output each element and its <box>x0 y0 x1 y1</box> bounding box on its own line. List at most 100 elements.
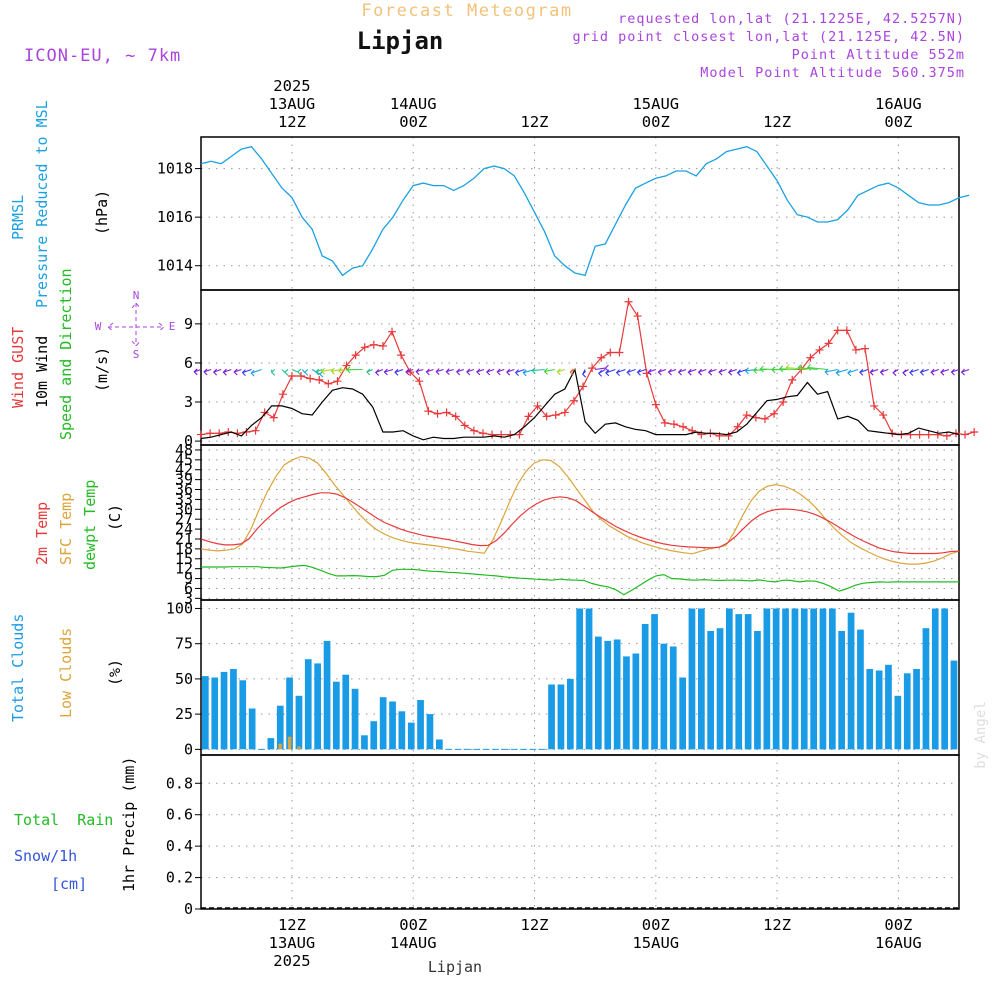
y-tick-label: 45 <box>175 451 193 469</box>
gust-marker <box>942 431 951 440</box>
gust-marker <box>342 361 351 370</box>
low-cloud-bar <box>297 746 301 750</box>
wind-dir-arrow <box>892 369 899 377</box>
wind-dir-arrow <box>687 368 697 376</box>
gust-marker <box>660 418 669 427</box>
wind-dir-arrow <box>859 368 869 376</box>
gust-marker <box>215 429 224 438</box>
wind-dir-arrow <box>203 368 212 376</box>
compass-s: S <box>133 348 140 361</box>
wind-dir-arrow <box>736 368 747 377</box>
gust-marker <box>779 398 788 407</box>
gust-marker <box>297 371 306 380</box>
total-cloud-bar <box>585 608 593 750</box>
gust-marker <box>970 427 979 436</box>
low-cloud-bar <box>278 743 282 750</box>
time-label-bottom: 00Z <box>399 916 427 934</box>
gust-marker <box>397 351 406 360</box>
prmsl-long-label: Pressure Reduced to MSL <box>33 100 51 308</box>
gust-marker <box>560 408 569 417</box>
total-cloud-bar <box>304 659 312 750</box>
total-cloud-bar <box>829 608 836 750</box>
gust-marker <box>351 351 360 360</box>
total-cloud-bar <box>389 701 396 750</box>
y-tick-label: 30 <box>175 500 193 518</box>
wind-dir-arrow <box>405 368 414 376</box>
gust-marker <box>697 430 706 439</box>
total-cloud-bar <box>744 614 752 750</box>
wind-dir-arrow <box>383 368 394 376</box>
total-cloud-bar <box>866 669 874 750</box>
gust-marker <box>406 368 415 377</box>
total-cloud-bar <box>894 695 902 750</box>
gust-marker <box>679 422 688 431</box>
total-cloud-bar <box>782 608 789 750</box>
precip-panel: 0 0.2 0.4 0.6 0.8 <box>166 754 960 918</box>
wind-dir-arrow <box>771 366 788 374</box>
total-cloud-bar <box>595 636 602 750</box>
wind-dir-arrow <box>657 368 667 376</box>
snow-label: Snow/1h <box>14 847 77 865</box>
gust-marker <box>515 430 524 439</box>
gust-line <box>200 300 975 437</box>
time-label-top: 15AUG <box>632 95 679 113</box>
total-cloud-bar <box>688 608 696 750</box>
total-cloud-bar <box>707 631 714 750</box>
gust-marker <box>324 379 333 388</box>
time-label-top: 00Z <box>884 113 912 131</box>
wind-dir-arrow <box>595 364 609 372</box>
y-tick-label: 0.8 <box>166 774 193 792</box>
gust-marker <box>806 353 815 362</box>
total-cloud-bar <box>333 681 340 750</box>
wind-dir-arrow <box>707 368 717 376</box>
gust-label: Wind GUST <box>9 327 27 408</box>
wind-dir-arrow <box>940 368 950 376</box>
y-tick-label: 27 <box>175 510 193 528</box>
chart-title: Forecast Meteogram <box>361 1 572 21</box>
wind-dir-arrow <box>337 367 353 374</box>
wind-dir-arrow <box>605 368 616 377</box>
wind-dir-arrow <box>270 369 276 376</box>
y-tick-label: 12 <box>175 560 193 578</box>
time-label-top: 16AUG <box>875 95 922 113</box>
gust-marker <box>651 400 660 409</box>
wind-dir-arrow <box>455 368 464 376</box>
gust-marker <box>633 312 642 321</box>
pressure-line <box>200 145 970 277</box>
time-label-bottom: 2025 <box>273 952 310 970</box>
gust-marker <box>251 426 260 435</box>
y-tick-label: 36 <box>175 481 193 499</box>
total-cloud-bar <box>641 624 649 750</box>
gust-marker <box>551 411 560 420</box>
y-tick-label: 1014 <box>157 257 193 275</box>
time-label-top: 12Z <box>278 113 306 131</box>
gust-marker <box>433 409 442 418</box>
sfc-label: SFC Temp <box>57 493 75 565</box>
gust-marker <box>870 401 879 410</box>
gust-marker <box>242 427 251 436</box>
wind-dir-arrow <box>212 368 222 376</box>
y-tick-label: 6 <box>184 354 193 372</box>
y-tick-label: 24 <box>175 520 193 538</box>
y-tick-label: 6 <box>184 579 193 597</box>
location-title: Lipjan <box>357 27 444 55</box>
temperature-labels: 2m Temp SFC Temp dewpt Temp (C) <box>33 480 124 570</box>
model-label: ICON-EU, ~ 7km <box>24 46 181 66</box>
gust-marker <box>879 411 888 420</box>
total-cloud-bar <box>202 676 209 750</box>
panel-frame <box>200 444 960 601</box>
time-label-top: 00Z <box>399 113 427 131</box>
y-tick-label: 39 <box>175 471 193 489</box>
total-cloud-bar <box>211 677 219 750</box>
y-tick-label: 33 <box>175 490 193 508</box>
gust-marker <box>770 409 779 418</box>
gust-marker <box>369 340 378 349</box>
total-cloud-bar <box>323 640 331 750</box>
wind-dir-arrow <box>315 368 323 376</box>
time-label-top: 2025 <box>273 77 310 95</box>
y-tick-label: 21 <box>175 530 193 548</box>
wind-dir-arrow <box>879 368 889 376</box>
low-clouds-label: Low Clouds <box>57 628 75 718</box>
total-cloud-bar <box>791 608 799 750</box>
gust-marker <box>924 430 933 439</box>
